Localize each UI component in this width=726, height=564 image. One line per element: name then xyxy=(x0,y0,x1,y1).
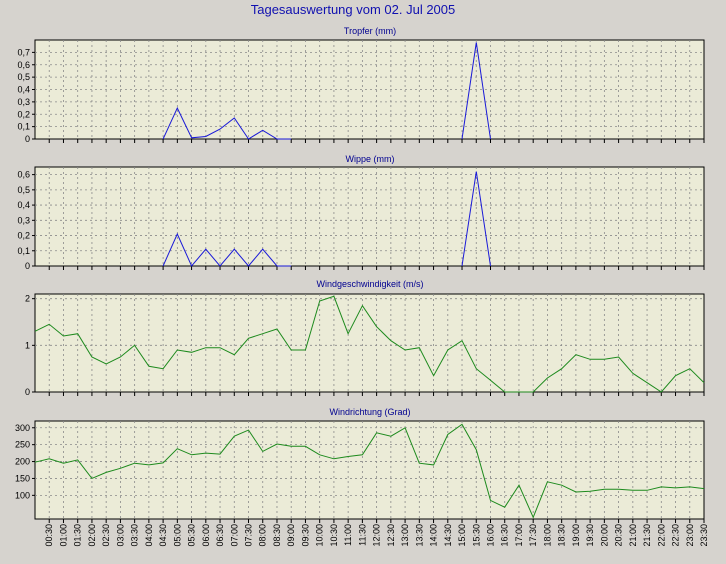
y-tick-label: 0,5 xyxy=(17,185,30,195)
x-tick-label: 01:00 xyxy=(58,524,68,547)
x-tick-label: 20:30 xyxy=(614,524,624,547)
y-tick-label: 0,7 xyxy=(17,47,30,57)
y-tick-label: 0 xyxy=(25,387,30,397)
x-tick-label: 02:00 xyxy=(87,524,97,547)
x-tick-label: 05:00 xyxy=(172,524,182,547)
plot-area xyxy=(34,293,705,393)
y-tick-label: 0,2 xyxy=(17,231,30,241)
x-tick-label: 16:30 xyxy=(500,524,510,547)
x-tick-label: 17:30 xyxy=(528,524,538,547)
y-tick-label: 0,3 xyxy=(17,215,30,225)
x-tick-label: 08:30 xyxy=(272,524,282,547)
x-axis: 00:30 01:00 01:30 02:00 02:30 03:00 03:30 04:00… xyxy=(44,524,709,547)
x-tick-label: 14:00 xyxy=(429,524,439,547)
y-tick-label: 0,5 xyxy=(17,72,30,82)
subplot-2: Wippe (mm) 0 0,1 0,2 0,3 0,4 0,5 0,6 xyxy=(17,154,705,271)
x-tick-label: 12:00 xyxy=(372,524,382,547)
y-tick-label: 0,2 xyxy=(17,109,30,119)
x-tick-label: 17:00 xyxy=(514,524,524,547)
x-tick-label: 00:30 xyxy=(44,524,54,547)
y-tick-label: 0,1 xyxy=(17,246,30,256)
series-line xyxy=(461,171,491,267)
y-tick-label: 2 xyxy=(25,294,30,304)
x-tick-label: 18:00 xyxy=(542,524,552,547)
x-tick-label: 21:30 xyxy=(642,524,652,547)
x-tick-label: 12:30 xyxy=(386,524,396,547)
x-tick-label: 06:00 xyxy=(201,524,211,547)
y-tick-label: 300 xyxy=(15,423,30,433)
x-tick-label: 05:30 xyxy=(187,524,197,547)
x-tick-label: 03:30 xyxy=(130,524,140,547)
x-tick-label: 15:30 xyxy=(471,524,481,547)
series-line xyxy=(162,106,292,140)
x-tick-label: 02:30 xyxy=(101,524,111,547)
y-tick-label: 250 xyxy=(15,440,30,450)
x-tick-label: 04:00 xyxy=(144,524,154,547)
x-tick-label: 11:30 xyxy=(357,524,367,546)
main-title: Tagesauswertung vom 02. Jul 2005 xyxy=(251,2,456,17)
x-tick-label: 22:30 xyxy=(671,524,681,547)
x-tick-label: 08:00 xyxy=(258,524,268,547)
x-tick-label: 03:00 xyxy=(115,524,125,547)
x-tick-label: 09:30 xyxy=(300,524,310,547)
y-tick-label: 150 xyxy=(15,473,30,483)
subplot-title: Wippe (mm) xyxy=(346,154,395,164)
x-tick-label: 21:00 xyxy=(628,524,638,547)
series-line xyxy=(34,295,705,393)
x-tick-label: 20:00 xyxy=(599,524,609,547)
x-tick-label: 23:30 xyxy=(699,524,709,547)
x-tick-label: 04:30 xyxy=(158,524,168,547)
series-line xyxy=(461,42,491,140)
y-tick-label: 0,4 xyxy=(17,85,30,95)
x-tick-label: 09:00 xyxy=(286,524,296,547)
x-tick-label: 10:00 xyxy=(315,524,325,547)
subplot-3: Windgeschwindigkeit (m/s) 0 1 2 xyxy=(25,279,705,397)
series-line xyxy=(34,423,705,519)
y-tick-label: 200 xyxy=(15,457,30,467)
series-line xyxy=(162,232,292,267)
x-tick-label: 01:30 xyxy=(73,524,83,547)
x-tick-label: 23:00 xyxy=(685,524,695,547)
subplot-1: Tropfer (mm) 0 0,1 0,2 0,3 0,4 0,5 0,6 0,7 xyxy=(17,26,705,144)
y-tick-label: 0 xyxy=(25,261,30,271)
plot-area xyxy=(34,166,705,267)
x-tick-label: 19:00 xyxy=(571,524,581,547)
subplot-title: Tropfer (mm) xyxy=(344,26,396,36)
y-tick-label: 0,6 xyxy=(17,60,30,70)
x-tick-label: 15:00 xyxy=(457,524,467,547)
x-tick-label: 06:30 xyxy=(215,524,225,547)
y-tick-label: 1 xyxy=(25,340,30,350)
y-tick-label: 0,3 xyxy=(17,97,30,107)
x-tick-label: 11:00 xyxy=(343,524,353,546)
y-tick-label: 0,6 xyxy=(17,170,30,180)
x-tick-label: 13:00 xyxy=(400,524,410,547)
x-tick-label: 22:00 xyxy=(656,524,666,547)
y-tick-label: 0 xyxy=(25,134,30,144)
x-tick-label: 19:30 xyxy=(585,524,595,547)
subplot-4: Windrichtung (Grad) 100 150 200 250 300 xyxy=(15,407,705,523)
x-tick-label: 07:00 xyxy=(229,524,239,547)
x-tick-label: 10:30 xyxy=(329,524,339,547)
subplot-title: Windgeschwindigkeit (m/s) xyxy=(316,279,423,289)
x-tick-label: 18:30 xyxy=(557,524,567,547)
chart-panels: Tropfer (mm) 0 0,1 0,2 0,3 0,4 0,5 0,6 0,7 Wippe … xyxy=(15,26,705,523)
y-tick-label: 0,4 xyxy=(17,200,30,210)
subplot-title: Windrichtung (Grad) xyxy=(329,407,410,417)
x-tick-label: 13:30 xyxy=(414,524,424,547)
x-tick-label: 14:30 xyxy=(443,524,453,547)
x-tick-label: 16:00 xyxy=(485,524,495,547)
y-tick-label: 100 xyxy=(15,490,30,500)
x-tick-label: 07:30 xyxy=(244,524,254,547)
plot-area xyxy=(34,420,705,520)
y-tick-label: 0,1 xyxy=(17,122,30,132)
